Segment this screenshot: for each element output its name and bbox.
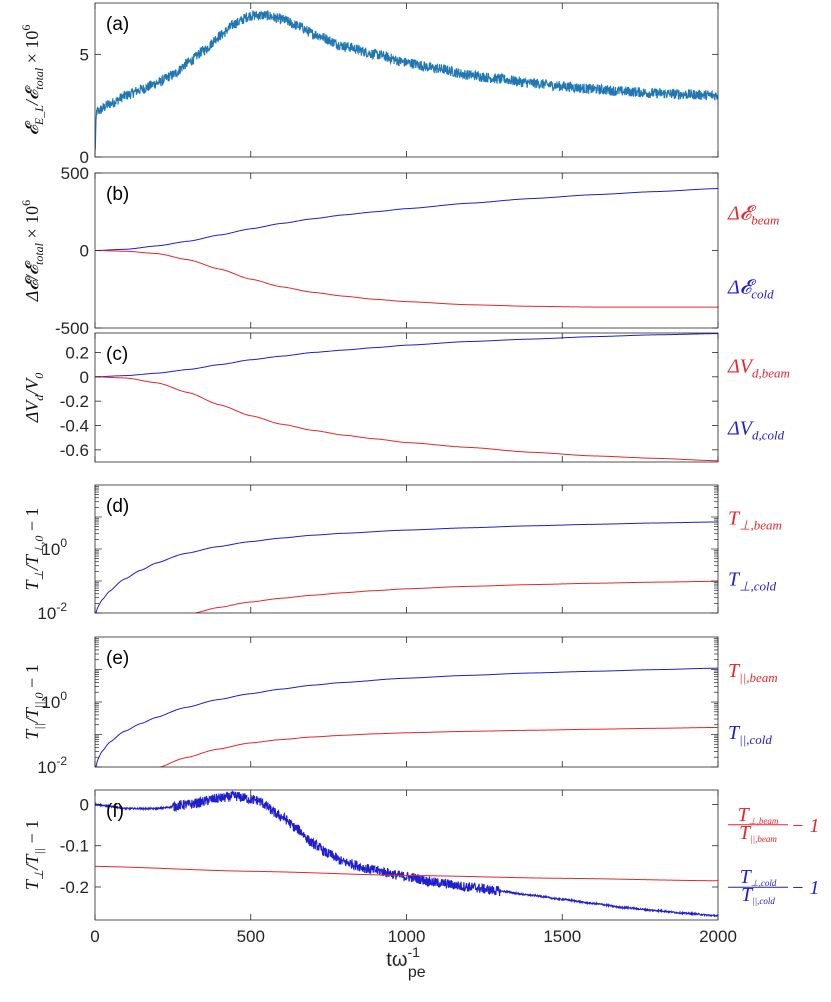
legend-red: T⊥,beam	[728, 507, 782, 532]
ytick-label: -0.6	[60, 441, 89, 460]
svg-text:− 1: − 1	[791, 815, 820, 837]
series-c-cold	[95, 333, 718, 378]
svg-text:T⊥,cold: T⊥,cold	[740, 866, 777, 888]
xtick-label: 500	[237, 927, 265, 946]
ytick-label: 100	[41, 689, 67, 712]
series-f-cold	[95, 790, 718, 918]
ytick-label: 500	[61, 164, 89, 183]
svg-text:T||,cold: T||,cold	[741, 884, 775, 906]
panel-tag: (c)	[106, 344, 128, 365]
legend-blue: T||,cold	[728, 722, 772, 747]
series-e-cold	[95, 667, 718, 767]
series-f-beam	[95, 865, 718, 882]
panel-d: 10-2 100 (d) T⊥/T⊥,0 − 1 T⊥,beam T⊥,cold	[22, 484, 782, 623]
xtick-label: 1000	[388, 927, 426, 946]
ytick-label: -0.2	[60, 392, 89, 411]
axes-box	[94, 172, 719, 329]
ytick-label: -0.2	[60, 878, 89, 897]
ylabel: T⊥/T|| − 1	[22, 820, 46, 890]
series-c-beam	[95, 376, 718, 462]
ylabel: 𝓔E_L/𝓔total × 106	[19, 25, 46, 136]
panel-tag: (a)	[106, 14, 129, 35]
panel-b: -500 0 500 (b) Δ𝓔/𝓔total × 106 Δ𝓔beam Δ𝓔cold	[19, 164, 779, 338]
ytick-label: 100	[41, 536, 67, 559]
svg-text:T||,beam: T||,beam	[739, 822, 777, 844]
ylabel: Δ𝓔/𝓔total × 106	[19, 200, 46, 302]
ytick-label: 0	[80, 148, 89, 167]
xlabel: tω-1 pe	[386, 944, 426, 981]
series-a-E_L	[95, 10, 718, 152]
svg-text:− 1: − 1	[791, 877, 820, 899]
series-d-cold	[95, 521, 718, 613]
legend-blue: Δ𝓔cold	[727, 277, 774, 302]
ytick-label: 5	[80, 45, 89, 64]
ytick-label: 10-2	[37, 754, 67, 777]
ytick-label: 0	[80, 368, 89, 387]
series-b-cold	[95, 188, 718, 251]
series-e-beam	[160, 726, 718, 767]
legend-red: Δ𝓔beam	[727, 202, 779, 227]
legend-blue: T⊥,cold	[728, 569, 777, 594]
ytick-label: -500	[55, 319, 89, 338]
xtick-label: 0	[90, 927, 99, 946]
ylabel: ΔVd/V0	[22, 373, 46, 424]
axes-box	[94, 2, 719, 158]
axes-box	[94, 484, 719, 614]
svg-text:T⊥,beam: T⊥,beam	[738, 804, 779, 826]
ytick-label: 0	[80, 795, 89, 814]
ytick-label: -0.4	[60, 416, 89, 435]
legend-blue: ΔVd,cold	[727, 417, 785, 442]
series-b-beam	[95, 250, 718, 308]
legend-red: ΔVd,beam	[727, 356, 790, 381]
panel-tag: (f)	[106, 801, 124, 822]
panel-tag: (e)	[106, 648, 129, 669]
series-d-beam	[194, 580, 718, 613]
panel-tag: (b)	[106, 184, 129, 205]
xtick-label: 1500	[543, 927, 581, 946]
panel-e: 10-2 100 (e) T||/T||,0 − 1 T||,beam T||,cold	[22, 636, 778, 777]
axes-box	[94, 636, 719, 768]
legend-red: T||,beam	[728, 660, 778, 685]
ylabel: T⊥/T⊥,0 − 1	[22, 507, 46, 590]
ytick-label: -0.1	[60, 837, 89, 856]
ylabel: T||/T||,0 − 1	[22, 664, 46, 739]
xtick-label: 2000	[699, 927, 737, 946]
ytick-label: 0	[80, 242, 89, 261]
panel-c: 0.2 0 -0.2 -0.4 -0.6 (c) ΔVd/V0 ΔVd,beam ΔVd,col…	[22, 332, 790, 463]
ytick-label: 0.2	[65, 343, 89, 362]
ytick-label: 10-2	[37, 600, 67, 623]
panel-a: 0 5 (a) 𝓔E_L/𝓔total × 106	[19, 2, 719, 167]
panel-tag: (d)	[106, 496, 129, 517]
axes-box	[94, 789, 719, 921]
